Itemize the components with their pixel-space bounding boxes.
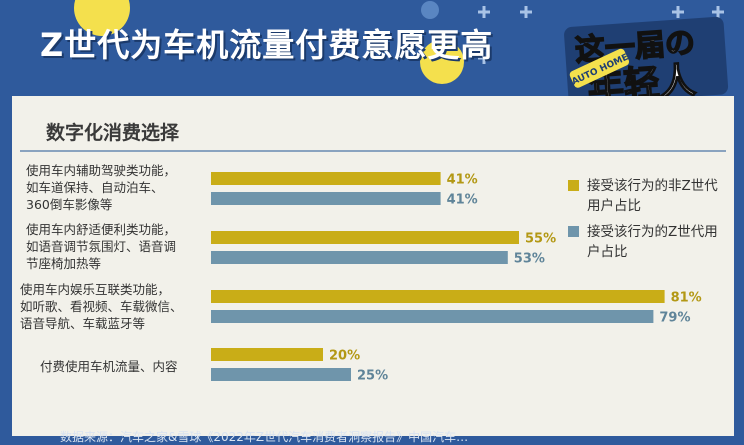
bar-z-4 (211, 368, 351, 381)
data-label-non-z-2: 55% (525, 232, 556, 247)
decor-dot-yellow-small (420, 40, 464, 84)
page-title: Z世代为车机流量付费意愿更高 (40, 26, 494, 64)
data-label-z-3: 79% (659, 311, 690, 326)
bar-z-2 (211, 251, 508, 264)
data-label-z-2: 53% (514, 252, 545, 267)
decor-dot-yellow-large (74, 0, 130, 36)
logo-line1: 这一届の (574, 25, 696, 68)
legend-label-non-z: 接受该行为的非Z世代用户占比 (587, 178, 718, 214)
data-label-non-z-1: 41% (447, 173, 478, 188)
section-divider (20, 150, 726, 152)
bar-non-z-2 (211, 231, 519, 244)
category-label-2: 使用车内舒适便利类功能， 如语音调节氛围灯、语音调 节座椅加热等 (26, 222, 177, 271)
data-label-z-1: 41% (447, 193, 478, 208)
legend-item-non-z: 接受该行为的非Z世代用户占比 (568, 176, 727, 216)
bar-z-1 (211, 192, 441, 205)
data-label-z-4: 25% (357, 369, 388, 384)
legend-item-z: 接受该行为的Z世代用户占比 (568, 222, 727, 262)
source-footnote: 数据来源：汽车之家&雪球《2022年Z世代汽车消费者洞察报告》中国汽车… (60, 430, 469, 444)
data-label-non-z-3: 81% (671, 291, 702, 306)
bar-z-3 (211, 310, 654, 323)
chart-panel (12, 96, 734, 436)
decor-dot-blue (421, 1, 439, 19)
bar-non-z-3 (211, 290, 665, 303)
bar-non-z-1 (211, 172, 441, 185)
legend-swatch-z (568, 226, 579, 237)
category-label-3: 使用车内娱乐互联类功能， 如听歌、看视频、车载微信、 语音导航、车载蓝牙等 (20, 282, 183, 331)
legend-swatch-non-z (568, 180, 579, 191)
legend-label-z: 接受该行为的Z世代用户占比 (587, 224, 718, 260)
section-title: 数字化消费选择 (46, 122, 180, 144)
category-label-1: 使用车内辅助驾驶类功能， 如车道保持、自动泊车、 360倒车影像等 (26, 163, 177, 212)
category-label-4: 付费使用车机流量、内容 (40, 359, 178, 374)
bar-non-z-4 (211, 348, 323, 361)
data-label-non-z-4: 20% (329, 349, 360, 364)
